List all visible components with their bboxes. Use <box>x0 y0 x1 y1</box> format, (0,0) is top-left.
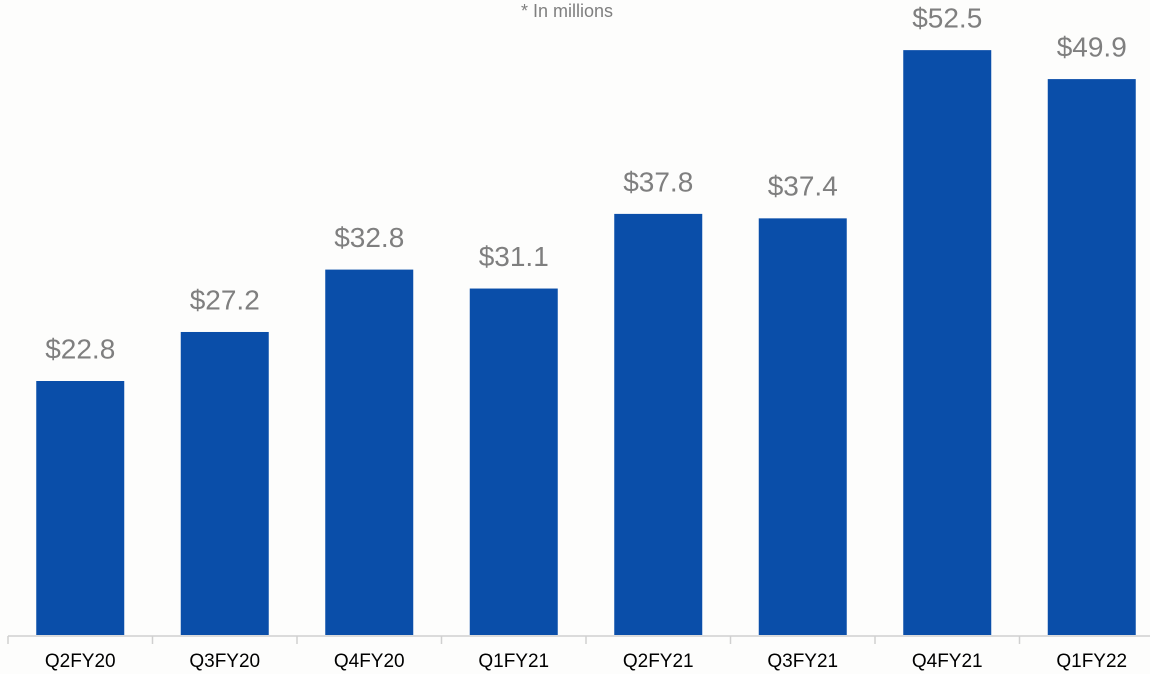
value-label: $37.4 <box>768 171 838 202</box>
x-tick-label: Q4FY21 <box>912 651 983 672</box>
value-label: $27.2 <box>190 284 260 315</box>
bar <box>180 331 269 635</box>
value-label: $52.5 <box>912 3 982 34</box>
value-label: $37.8 <box>623 166 693 197</box>
bar <box>1047 79 1136 635</box>
x-tick-label: Q2FY21 <box>623 651 694 672</box>
bar <box>903 50 992 635</box>
bar <box>36 381 125 635</box>
bar <box>758 218 847 635</box>
bar <box>325 269 414 635</box>
value-label: $32.8 <box>334 222 404 253</box>
x-tick-label: Q4FY20 <box>334 651 405 672</box>
x-tick-label: Q2FY20 <box>45 651 116 672</box>
x-tick-label: Q3FY21 <box>767 651 838 672</box>
bar <box>469 288 558 635</box>
value-label: $22.8 <box>45 333 115 364</box>
x-tick-label: Q1FY21 <box>478 651 549 672</box>
chart-subtitle: * In millions <box>521 1 613 21</box>
value-label: $49.9 <box>1057 31 1127 62</box>
value-label: $31.1 <box>479 241 549 272</box>
x-tick-label: Q1FY22 <box>1056 651 1127 672</box>
bar <box>614 213 703 636</box>
x-tick-label: Q3FY20 <box>189 651 260 672</box>
